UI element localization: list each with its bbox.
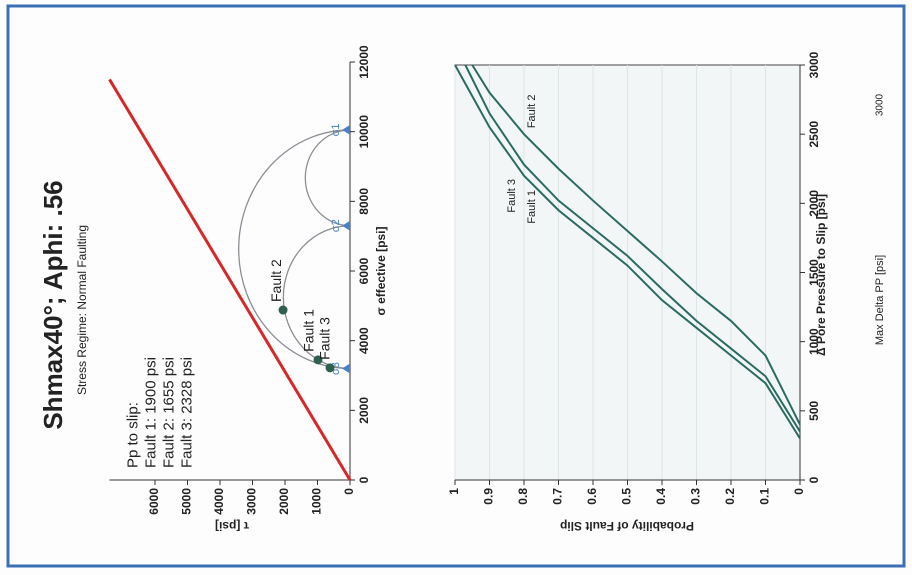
y-tick-label: 1 xyxy=(447,488,461,495)
y-tick-label: 0.3 xyxy=(689,488,703,505)
x-tick-label: 2500 xyxy=(807,120,821,147)
annotation-line: Fault 1: 1900 psi xyxy=(142,357,159,468)
y-tick-label: 0.5 xyxy=(620,488,634,505)
y-tick-label: 0.9 xyxy=(482,488,496,505)
y-tick-label: 0.1 xyxy=(758,488,772,505)
y-tick-label: 5000 xyxy=(180,488,194,515)
x-tick-label: 3000 xyxy=(807,51,821,78)
principal-stress-marker xyxy=(342,124,350,135)
probability-curve xyxy=(464,64,801,433)
y-tick-label: 0.7 xyxy=(551,488,565,505)
y-tick-label: 0.4 xyxy=(654,488,668,505)
y-tick-label: 2000 xyxy=(277,488,291,515)
rotated-figure: Shmax40°; Aphi: .56 Stress Regime: Norma… xyxy=(38,45,886,533)
y-tick-label: 3000 xyxy=(245,488,259,515)
y-tick-label: 0 xyxy=(342,488,356,495)
fault-point xyxy=(278,305,288,315)
x-tick-label: 500 xyxy=(807,401,821,421)
footer-value: 3000 xyxy=(875,93,886,116)
probability-curve xyxy=(454,64,801,440)
principal-stress-marker xyxy=(342,220,350,231)
mohr-circle xyxy=(238,129,351,370)
fault-label: Fault 1 xyxy=(301,309,317,352)
fault-point xyxy=(313,355,323,365)
y-axis-label: τ [psi] xyxy=(215,519,249,533)
x-tick-label: 2000 xyxy=(807,190,821,217)
x-axis-label: σ effective [psi] xyxy=(374,227,388,316)
annotation-line: Fault 2: 1655 psi xyxy=(160,357,177,468)
curve-label: Fault 2 xyxy=(526,95,538,129)
curve-label: Fault 1 xyxy=(526,190,538,224)
x-tick-label: 0 xyxy=(357,476,371,483)
y-tick-label: 0.6 xyxy=(585,488,599,505)
y-axis-label: Probability of Fault Slip xyxy=(560,519,694,533)
y-tick-label: 6000 xyxy=(147,488,161,515)
chart-subtitle: Stress Regime: Normal Faulting xyxy=(75,225,89,395)
x-tick-label: 1500 xyxy=(807,259,821,286)
x-tick-label: 8000 xyxy=(357,188,371,215)
y-tick-label: 0.2 xyxy=(723,488,737,505)
principal-stress-label: σ2 xyxy=(330,219,342,232)
y-tick-label: 1000 xyxy=(310,488,324,515)
y-tick-label: 0.8 xyxy=(516,488,530,505)
fault-point xyxy=(325,363,335,373)
x-tick-label: 12000 xyxy=(357,45,371,79)
principal-stress-label: σ1 xyxy=(330,123,342,136)
curve-label: Fault 3 xyxy=(506,179,518,213)
probability-curve xyxy=(471,64,801,426)
frame xyxy=(6,4,906,568)
x-tick-label: 10000 xyxy=(357,115,371,149)
annotation-heading: Pp to slip: xyxy=(124,402,141,468)
y-tick-label: 4000 xyxy=(212,488,226,515)
fault-label: Fault 2 xyxy=(268,259,284,302)
chart-title: Shmax40°; Aphi: .56 xyxy=(38,180,68,429)
x-tick-label: 1000 xyxy=(807,328,821,355)
x-tick-label: 2000 xyxy=(357,397,371,424)
x-tick-label: 0 xyxy=(807,476,821,483)
y-tick-label: 0 xyxy=(792,488,806,495)
mohr-circle xyxy=(304,129,351,227)
footer-label: Max Delta PP [psi] xyxy=(874,255,886,345)
friction-line xyxy=(108,78,352,481)
x-axis-label: Δ Pore Pressure to Slip [psi] xyxy=(814,194,828,356)
fault-label: Fault 3 xyxy=(317,317,333,360)
annotation-line: Fault 3: 2328 psi xyxy=(178,357,195,468)
x-tick-label: 6000 xyxy=(357,257,371,284)
principal-stress-marker xyxy=(342,363,350,374)
x-tick-label: 4000 xyxy=(357,327,371,354)
